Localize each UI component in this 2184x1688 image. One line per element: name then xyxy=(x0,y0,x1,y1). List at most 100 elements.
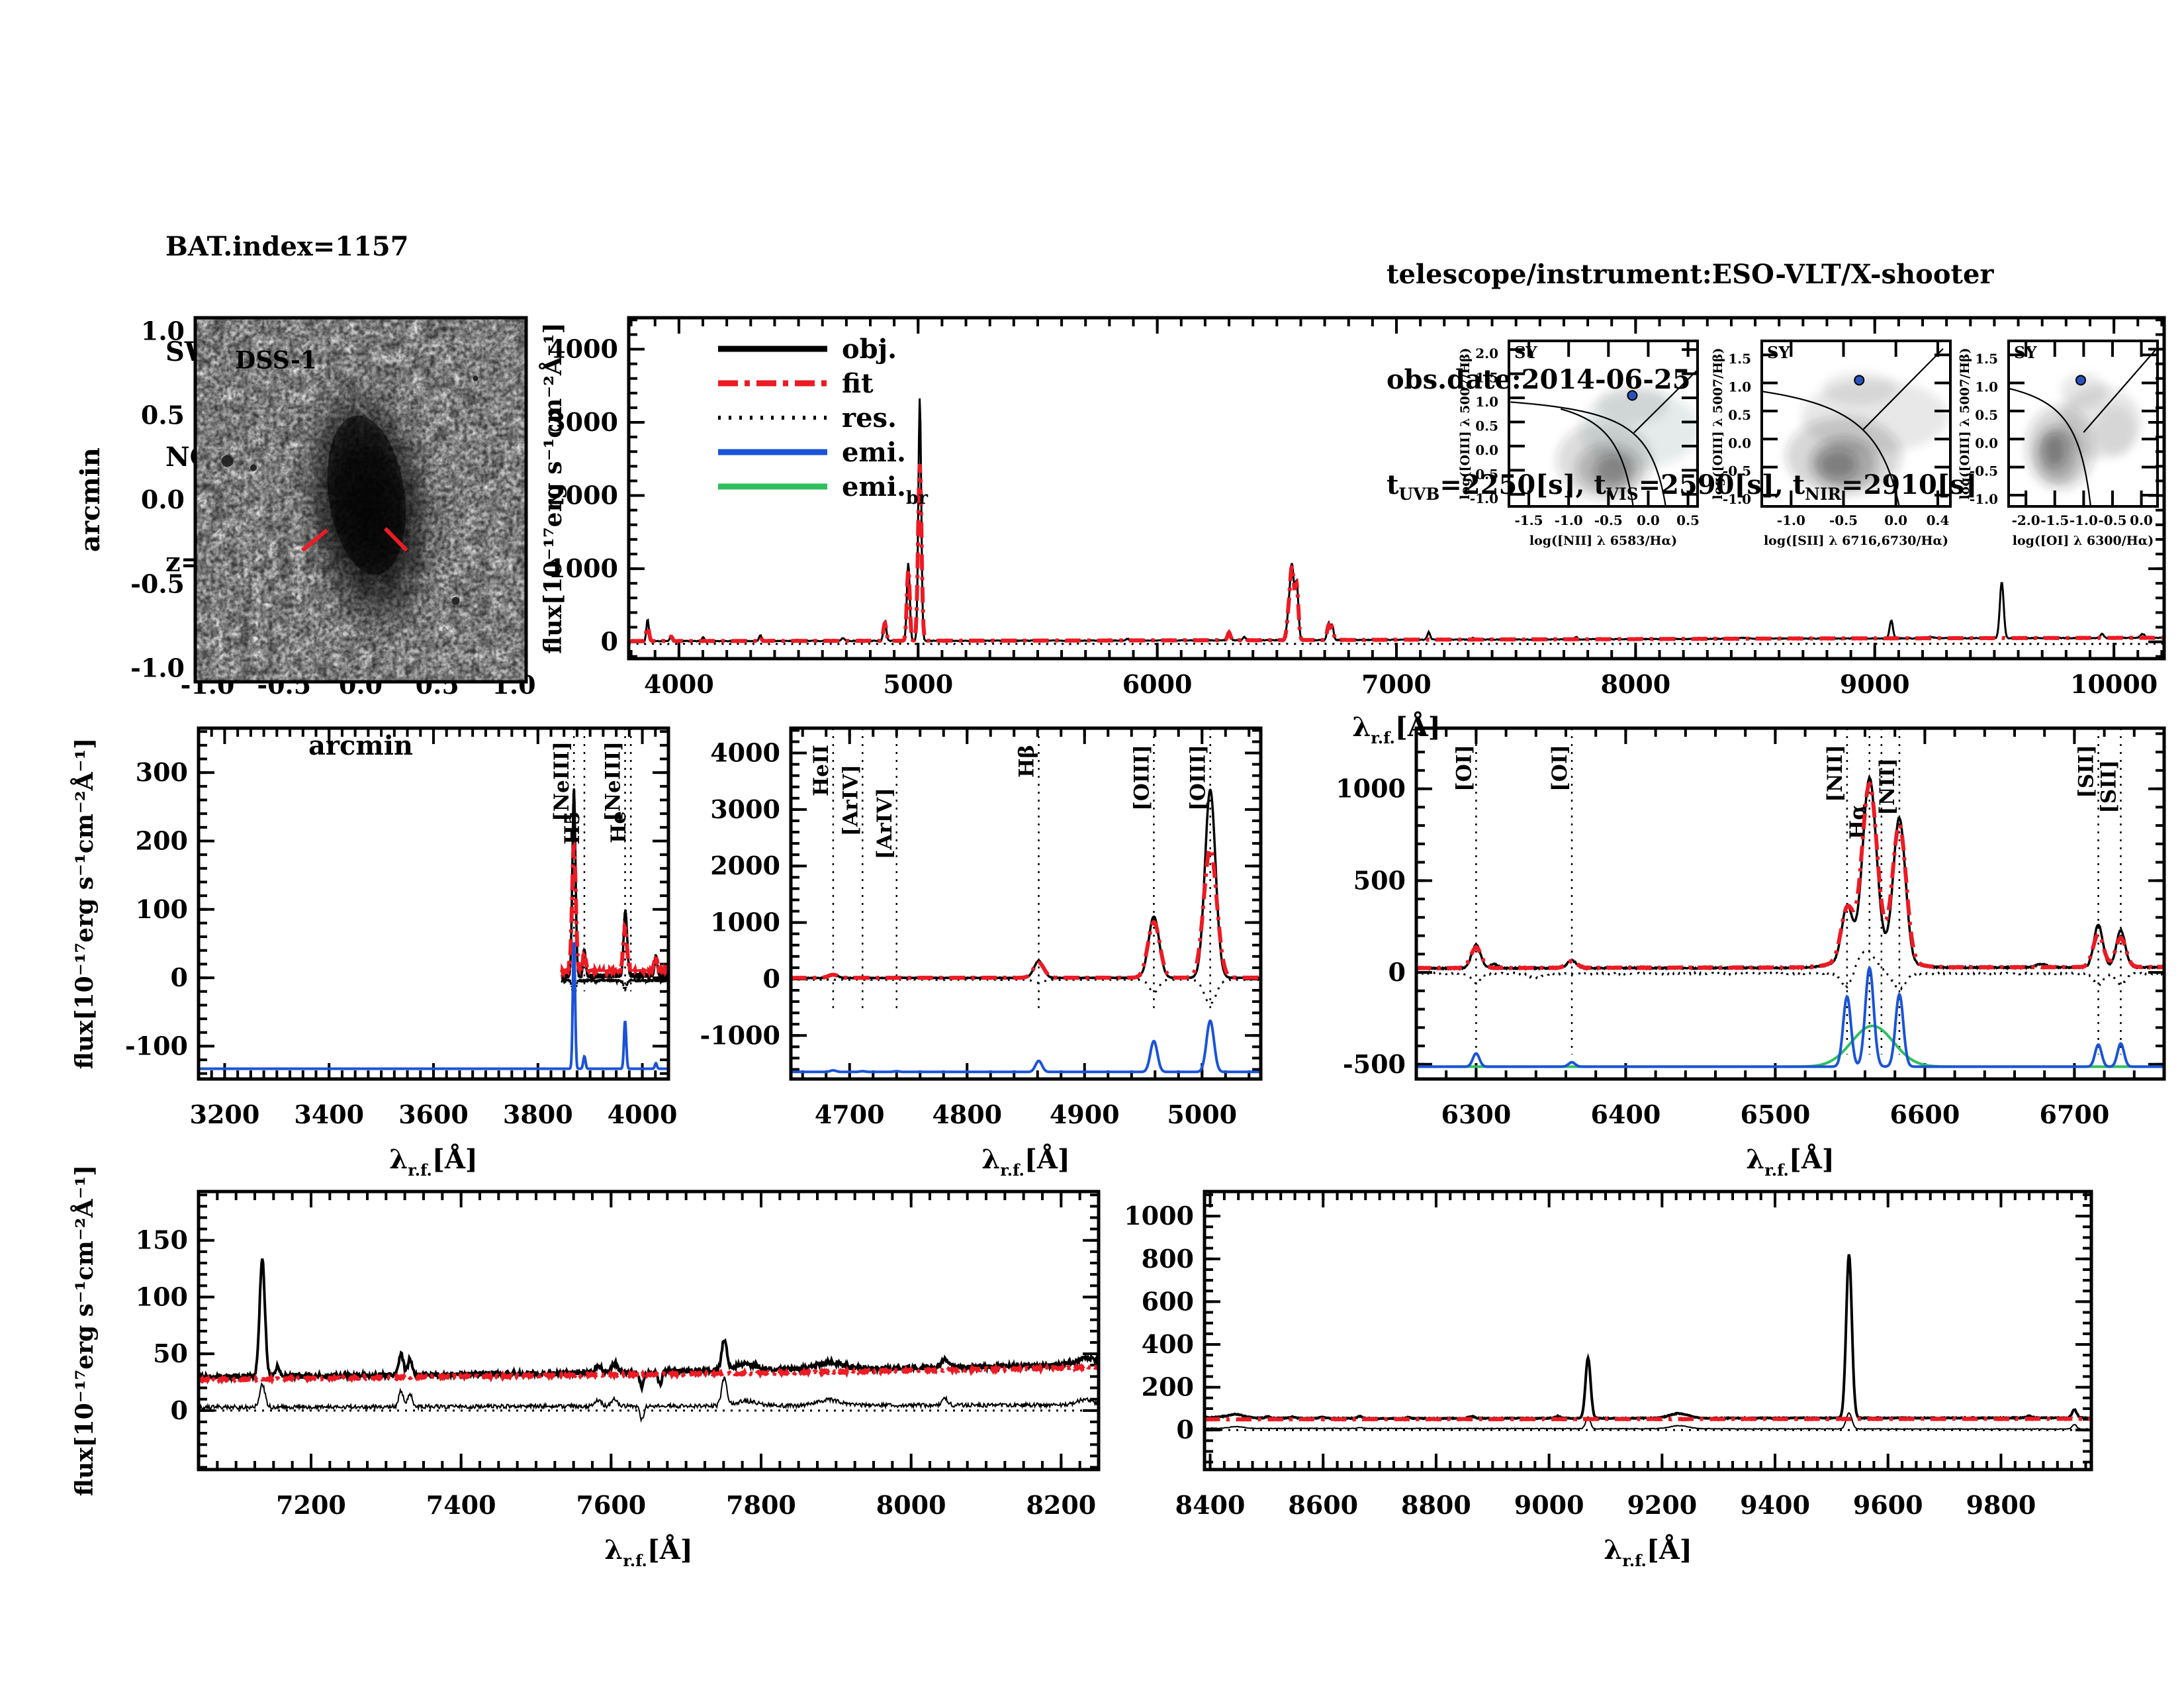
svg-text:-1000: -1000 xyxy=(700,1020,780,1050)
svg-text:0: 0 xyxy=(171,962,188,992)
bpt-density xyxy=(2009,348,2158,540)
svg-text:1000: 1000 xyxy=(710,908,780,937)
bpt-data-point xyxy=(2075,375,2087,386)
svg-text:4800: 4800 xyxy=(932,1100,1002,1129)
svg-text:-1.0: -1.0 xyxy=(181,670,235,700)
axes xyxy=(2009,341,2158,506)
svg-text:-1.0: -1.0 xyxy=(1723,491,1751,507)
svg-text:1.0: 1.0 xyxy=(1975,379,1998,395)
axes xyxy=(1762,341,1950,506)
svg-text:4000: 4000 xyxy=(644,669,714,699)
svg-text:7400: 7400 xyxy=(426,1490,496,1520)
svg-text:1.0: 1.0 xyxy=(492,670,535,700)
series-fit xyxy=(629,463,2164,643)
line-id-label: [SII] xyxy=(2075,745,2099,798)
svg-text:4000: 4000 xyxy=(608,1100,678,1129)
x-axis-label: λr.f.[Å] xyxy=(389,1144,478,1180)
bpt-y-label: log([OIII] λ 5007/Hβ) xyxy=(1711,348,1725,499)
axes xyxy=(629,318,2164,659)
series-obj xyxy=(561,788,668,983)
svg-text:4000: 4000 xyxy=(710,738,780,768)
svg-text:4700: 4700 xyxy=(815,1100,885,1129)
x-axis-label: λr.f.[Å] xyxy=(1746,1144,1835,1180)
series-fit xyxy=(791,846,1261,980)
series-fit xyxy=(560,841,668,979)
svg-text:-1.0: -1.0 xyxy=(1777,512,1805,528)
line-id-label: [NeIII] xyxy=(550,741,574,821)
svg-text:-0.5: -0.5 xyxy=(1723,463,1751,479)
svg-text:1000: 1000 xyxy=(548,553,618,583)
line-id-label: Hβ xyxy=(1015,745,1039,778)
svg-text:3000: 3000 xyxy=(710,794,780,824)
y-axis-label: flux[10⁻¹⁷erg s⁻¹cm⁻²Å⁻¹] xyxy=(71,738,99,1070)
svg-text:2.0: 2.0 xyxy=(1475,346,1498,361)
svg-text:8000: 8000 xyxy=(1600,669,1670,699)
svg-text:-0.5: -0.5 xyxy=(1970,463,1998,479)
series-obj xyxy=(199,1258,1099,1394)
svg-text:1.5: 1.5 xyxy=(1475,370,1498,386)
legend-label: res. xyxy=(842,402,897,434)
svg-text:3600: 3600 xyxy=(398,1100,469,1129)
field-star xyxy=(250,464,257,471)
series-emi xyxy=(791,1019,1261,1074)
axes xyxy=(1509,341,1698,506)
svg-text:-0.5: -0.5 xyxy=(130,569,185,598)
svg-text:0: 0 xyxy=(601,627,618,657)
bpt-data-point xyxy=(1854,375,1865,386)
svg-text:-2.0: -2.0 xyxy=(2012,512,2040,528)
bpt-y-label: log([OIII] λ 5007/Hβ) xyxy=(1458,348,1473,499)
bpt-x-label: log([SII] λ 6716,6730/Hα) xyxy=(1764,534,1948,548)
series-emi xyxy=(199,942,668,1070)
legend-label: emi. xyxy=(842,437,906,468)
series-res xyxy=(561,974,668,1000)
svg-text:-0.5: -0.5 xyxy=(1470,466,1498,482)
series-fit xyxy=(1416,781,2164,971)
legend-label: fit xyxy=(842,368,874,399)
svg-text:8200: 8200 xyxy=(1026,1490,1096,1520)
bpt-density xyxy=(1762,348,1948,506)
svg-text:7200: 7200 xyxy=(276,1490,346,1520)
series xyxy=(1205,1254,2091,1431)
series-res xyxy=(791,978,1261,1006)
svg-text:-0.5: -0.5 xyxy=(1829,512,1858,528)
svg-text:3800: 3800 xyxy=(503,1100,573,1129)
svg-text:4900: 4900 xyxy=(1050,1100,1120,1129)
bpt-class-label: SY xyxy=(1767,343,1790,362)
line-id-label: [SII] xyxy=(2097,760,2120,814)
axes xyxy=(1415,728,2165,1079)
svg-text:-0.5: -0.5 xyxy=(257,670,311,700)
svg-text:-0.5: -0.5 xyxy=(1594,512,1623,528)
bpt-y-label: log([OIII] λ 5007/Hβ) xyxy=(1958,348,1972,499)
dss-image: DSS-1 xyxy=(195,318,526,682)
svg-text:1000: 1000 xyxy=(1124,1201,1194,1231)
series-obj xyxy=(629,398,2164,643)
line-id-label: [NII] xyxy=(1823,745,1847,802)
svg-text:0: 0 xyxy=(1388,957,1406,987)
svg-text:0.0: 0.0 xyxy=(141,485,185,514)
field-star xyxy=(473,375,478,381)
svg-text:0.5: 0.5 xyxy=(1676,512,1700,528)
series-res xyxy=(629,642,2164,645)
axes xyxy=(791,728,1261,1079)
x-axis-label: λr.f.[Å] xyxy=(604,1534,693,1570)
svg-text:100: 100 xyxy=(136,1282,188,1311)
axes xyxy=(197,1192,1100,1470)
series-fit xyxy=(199,1361,1099,1385)
svg-text:-1.0: -1.0 xyxy=(1555,512,1583,528)
svg-text:4000: 4000 xyxy=(548,334,618,364)
svg-text:0.5: 0.5 xyxy=(1475,418,1498,434)
bat-index: BAT.index=1157 xyxy=(165,231,409,262)
svg-text:800: 800 xyxy=(1142,1244,1194,1274)
svg-text:-0.5: -0.5 xyxy=(2098,512,2126,528)
bpt-x-label: log([NII] λ 6583/Hα) xyxy=(1529,534,1677,548)
svg-text:0.0: 0.0 xyxy=(2130,512,2153,528)
svg-text:0.5: 0.5 xyxy=(1975,407,1998,423)
bpt-demarcation-curve xyxy=(1633,370,1698,434)
field-star xyxy=(451,596,460,605)
svg-text:-1.0: -1.0 xyxy=(2070,512,2098,528)
y-axis-label: flux[10⁻¹⁷erg s⁻¹cm⁻²Å⁻¹] xyxy=(71,1165,99,1497)
svg-text:0.0: 0.0 xyxy=(1884,512,1907,528)
